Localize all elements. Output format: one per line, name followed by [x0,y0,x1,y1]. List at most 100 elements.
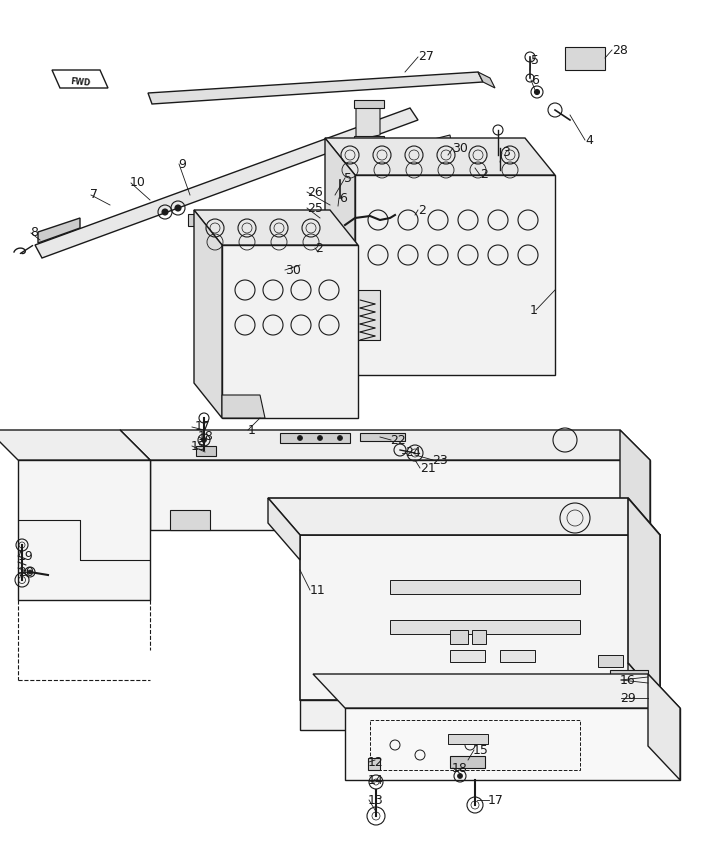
Polygon shape [268,498,660,535]
Circle shape [318,435,322,441]
Text: 15: 15 [473,744,489,757]
Circle shape [298,435,303,441]
Polygon shape [313,674,680,708]
Polygon shape [345,708,680,780]
Polygon shape [0,430,150,460]
Bar [472,630,486,644]
Text: 7: 7 [90,188,98,201]
Polygon shape [52,70,108,88]
Text: 30: 30 [285,264,301,276]
Circle shape [338,198,342,202]
Polygon shape [18,460,150,600]
Text: 22: 22 [390,434,405,447]
Circle shape [201,437,206,442]
Text: 8: 8 [30,226,38,239]
Bar [360,433,405,441]
Bar [280,433,350,443]
Text: 2: 2 [418,204,426,217]
Text: 3: 3 [502,147,510,160]
Bar [610,670,648,684]
Polygon shape [194,210,222,418]
Circle shape [357,217,363,223]
Text: 9: 9 [178,157,186,170]
Polygon shape [300,700,660,730]
Polygon shape [390,620,580,634]
Text: 17: 17 [488,793,504,806]
Text: 10: 10 [130,176,146,189]
Bar [610,684,648,692]
Bar [598,655,623,667]
Text: 20: 20 [18,566,34,579]
Text: 1: 1 [530,303,538,316]
Polygon shape [478,72,495,88]
Polygon shape [565,47,605,70]
Text: 6: 6 [531,73,539,86]
Polygon shape [222,245,358,418]
Bar [354,100,384,108]
Circle shape [534,90,539,94]
Polygon shape [390,135,455,180]
Text: 18: 18 [452,761,468,774]
Polygon shape [325,138,555,175]
Polygon shape [356,102,380,140]
Text: 5: 5 [344,171,352,185]
Polygon shape [35,108,418,258]
Text: 1: 1 [248,423,256,436]
Polygon shape [325,138,355,375]
Text: 29: 29 [620,691,636,704]
Text: 24: 24 [405,447,421,460]
Text: FWD: FWD [70,77,90,87]
Circle shape [337,435,342,441]
Circle shape [175,205,181,211]
Text: 25: 25 [307,201,323,214]
Text: 14: 14 [368,774,384,787]
Polygon shape [355,175,555,375]
Text: 17: 17 [195,421,211,434]
Circle shape [311,248,319,256]
Text: 30: 30 [452,142,468,155]
Text: 2: 2 [315,242,323,255]
Polygon shape [120,430,650,460]
Circle shape [28,570,32,574]
Polygon shape [628,663,660,730]
Text: 21: 21 [420,461,436,474]
Bar [450,650,485,662]
Text: 4: 4 [585,134,593,147]
Text: 13: 13 [368,793,384,806]
Text: 2: 2 [480,168,488,181]
Bar [368,758,380,770]
Circle shape [458,773,463,778]
Polygon shape [148,72,483,104]
Text: 23: 23 [432,454,447,467]
Polygon shape [150,460,650,530]
Polygon shape [170,510,210,530]
Text: 26: 26 [307,186,323,199]
Polygon shape [38,218,80,243]
Text: 16: 16 [620,674,636,687]
Text: 28: 28 [612,43,628,56]
Bar [448,734,488,744]
Polygon shape [390,580,580,594]
Polygon shape [648,674,680,780]
Bar [450,756,485,768]
Text: 19: 19 [18,550,34,562]
Bar [354,136,384,144]
Text: 5: 5 [531,54,539,67]
Text: 12: 12 [368,755,384,768]
Bar [450,630,468,644]
Polygon shape [268,498,300,560]
Polygon shape [120,430,150,520]
Polygon shape [355,290,380,340]
Polygon shape [194,210,358,245]
Circle shape [162,209,168,215]
Polygon shape [222,395,265,418]
Text: 27: 27 [418,50,434,63]
Text: 6: 6 [339,192,347,205]
Polygon shape [300,535,660,700]
Polygon shape [628,498,660,700]
Text: 18: 18 [198,430,214,443]
Text: 11: 11 [310,583,326,596]
Bar [196,446,216,456]
Bar [500,650,535,662]
Bar [188,214,206,226]
